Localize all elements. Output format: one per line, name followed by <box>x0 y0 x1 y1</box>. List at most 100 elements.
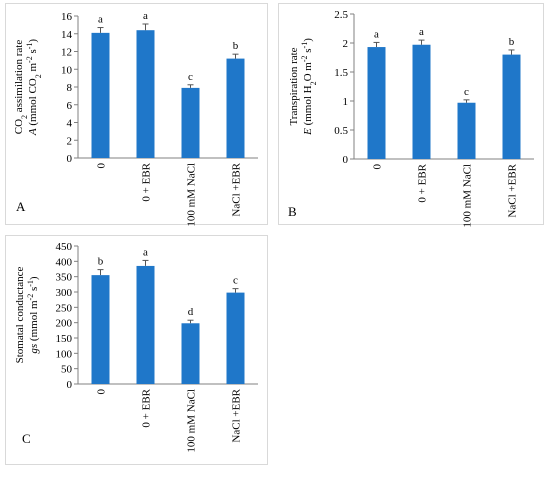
significance-letter-b: c <box>464 86 469 98</box>
y-axis-title-line1-c: Stomatal conductance <box>14 266 26 363</box>
category-label-a: 0 <box>96 163 108 169</box>
y-axis-title-line2-c: gs (mmol m-2 s-1) <box>26 276 41 354</box>
bar-a <box>226 58 245 158</box>
significance-letter-c: a <box>143 246 148 258</box>
y-tick-label-b: 0 <box>343 154 349 166</box>
y-axis-title-line1-c-part: Stomatal conductance <box>14 266 26 363</box>
y-tick-label-a: 6 <box>67 100 73 112</box>
category-label-c: 0 + EBR <box>141 388 153 427</box>
significance-letter-a: a <box>98 14 103 26</box>
bar-c <box>226 292 245 384</box>
category-label-b: 0 <box>372 164 384 170</box>
y-axis-title-line2-b-part: (mmol H <box>302 85 314 128</box>
bar-a <box>136 30 155 159</box>
category-label-b: 0 + EBR <box>417 163 429 202</box>
y-tick-label-b: 1 <box>343 96 349 108</box>
y-tick-label-a: 14 <box>61 29 73 41</box>
y-axis-title-line2-c-part: gs <box>28 344 40 354</box>
chart-panel-b: 0 0.5 1 1.5 2 2.5 Transpiration rate E (mmol H2… <box>278 3 544 228</box>
category-label-a: NaCl +EBR <box>231 162 243 216</box>
significance-letter-c: b <box>98 256 104 268</box>
bar-c <box>136 265 155 384</box>
y-tick-label-c: 50 <box>61 364 73 376</box>
y-axis-title-line2-c-part: -2 <box>26 294 35 301</box>
y-tick-label-c: 450 <box>56 241 73 253</box>
y-axis-title-line1-a-part: CO <box>13 119 25 134</box>
y-tick-label-c: 100 <box>56 348 73 360</box>
y-axis-title-line2-c-part: s <box>28 287 40 294</box>
y-axis-title-line2-a-part: -2 <box>25 56 34 63</box>
bar-b <box>457 102 476 159</box>
category-label-b: NaCl +EBR <box>507 163 519 217</box>
y-axis-title-line2-a-part: m <box>27 63 39 75</box>
category-label-c: 100 mM NaCl <box>186 389 198 453</box>
y-axis-title-line2-c-part: (mmol m <box>28 300 40 344</box>
bar-c <box>91 275 110 384</box>
y-axis-title-line1-a-part: assimilation rate <box>13 40 25 115</box>
y-tick-label-c: 200 <box>56 318 73 330</box>
chart-c-svg: 0 50 100 150 200 250 300 350 400 450 Stomatal cond… <box>14 241 258 453</box>
significance-letter-a: b <box>233 40 239 52</box>
bar-a <box>91 32 110 158</box>
y-axis-title-line2-b-part: s <box>302 48 314 55</box>
panel-label-b: B <box>288 204 297 219</box>
y-axis-title-line1-b-part: Transpiration rate <box>288 47 300 125</box>
y-tick-label-b: 2.5 <box>334 9 348 21</box>
y-axis-title-line2-b-part: 2 <box>309 81 318 85</box>
y-axis-title-line2-a: A (mmol CO2 m-2 s-1) <box>25 39 43 137</box>
y-tick-label-c: 400 <box>56 256 73 268</box>
y-axis-title-line2-a-part: (mmol CO <box>27 78 39 128</box>
y-axis-title-line2-c-part: -1 <box>26 280 35 287</box>
panel-label-c: C <box>22 431 31 446</box>
chart-panel-a: 0 2 4 6 8 10 12 14 16 CO2 assimilation rate A (mmo… <box>5 3 268 227</box>
y-axis-title-line2-b-part: E <box>302 128 314 136</box>
bar-c <box>181 323 200 384</box>
category-label-c: 0 <box>96 389 108 395</box>
y-axis-title-line2-b: E (mmol H2O m-2 s-1) <box>300 38 318 136</box>
y-tick-label-a: 4 <box>67 118 73 130</box>
y-axis-title-line2-a-part: 2 <box>34 74 43 78</box>
y-axis-title-line1-a-part: 2 <box>20 115 29 119</box>
y-axis-title-line2-b-part: -2 <box>300 55 309 62</box>
y-tick-label-a: 12 <box>61 47 72 59</box>
significance-letter-b: b <box>509 36 515 48</box>
y-axis-title-line2-a-part: -1 <box>25 43 34 50</box>
y-tick-label-b: 0.5 <box>334 125 348 137</box>
category-label-c: NaCl +EBR <box>231 388 243 442</box>
y-axis-title-line2-b-part: -1 <box>300 42 309 49</box>
category-label-a: 0 + EBR <box>141 162 153 201</box>
y-axis-title-line2-a-part: A <box>27 128 39 136</box>
category-label-b: 100 mM NaCl <box>462 164 474 228</box>
y-tick-label-b: 2 <box>343 38 349 50</box>
y-axis-title-line2-a-part: ) <box>27 39 39 43</box>
bar-b <box>367 47 386 160</box>
y-tick-label-a: 10 <box>61 64 73 76</box>
significance-letter-b: a <box>374 28 379 40</box>
y-tick-label-c: 350 <box>56 272 73 284</box>
chart-panel-c: 0 50 100 150 200 250 300 350 400 450 Stomatal cond… <box>5 235 268 465</box>
significance-letter-b: a <box>419 26 424 38</box>
bar-b <box>412 44 431 159</box>
significance-letter-c: d <box>188 306 194 318</box>
y-tick-label-a: 2 <box>67 135 73 147</box>
significance-letter-c: c <box>233 275 238 287</box>
significance-letter-a: a <box>143 10 148 22</box>
panel-label-a: A <box>16 199 26 214</box>
y-axis-title-line2-b-part: O m <box>302 62 314 82</box>
category-label-a: 100 mM NaCl <box>186 163 198 227</box>
y-tick-label-a: 8 <box>67 82 73 94</box>
significance-letter-a: c <box>188 71 193 83</box>
y-axis-title-line2-b-part: ) <box>302 38 314 42</box>
y-axis-title-line1-a: CO2 assimilation rate <box>13 40 29 135</box>
y-tick-label-c: 0 <box>67 379 73 391</box>
y-axis-title-line1-b: Transpiration rate <box>288 47 300 125</box>
y-tick-label-a: 16 <box>61 11 73 23</box>
y-tick-label-c: 250 <box>56 302 73 314</box>
y-tick-label-c: 150 <box>56 333 73 345</box>
y-tick-label-c: 300 <box>56 287 73 299</box>
bar-a <box>181 87 200 158</box>
y-axis-title-line2-a-part: s <box>27 49 39 56</box>
y-tick-label-b: 1.5 <box>334 67 348 79</box>
